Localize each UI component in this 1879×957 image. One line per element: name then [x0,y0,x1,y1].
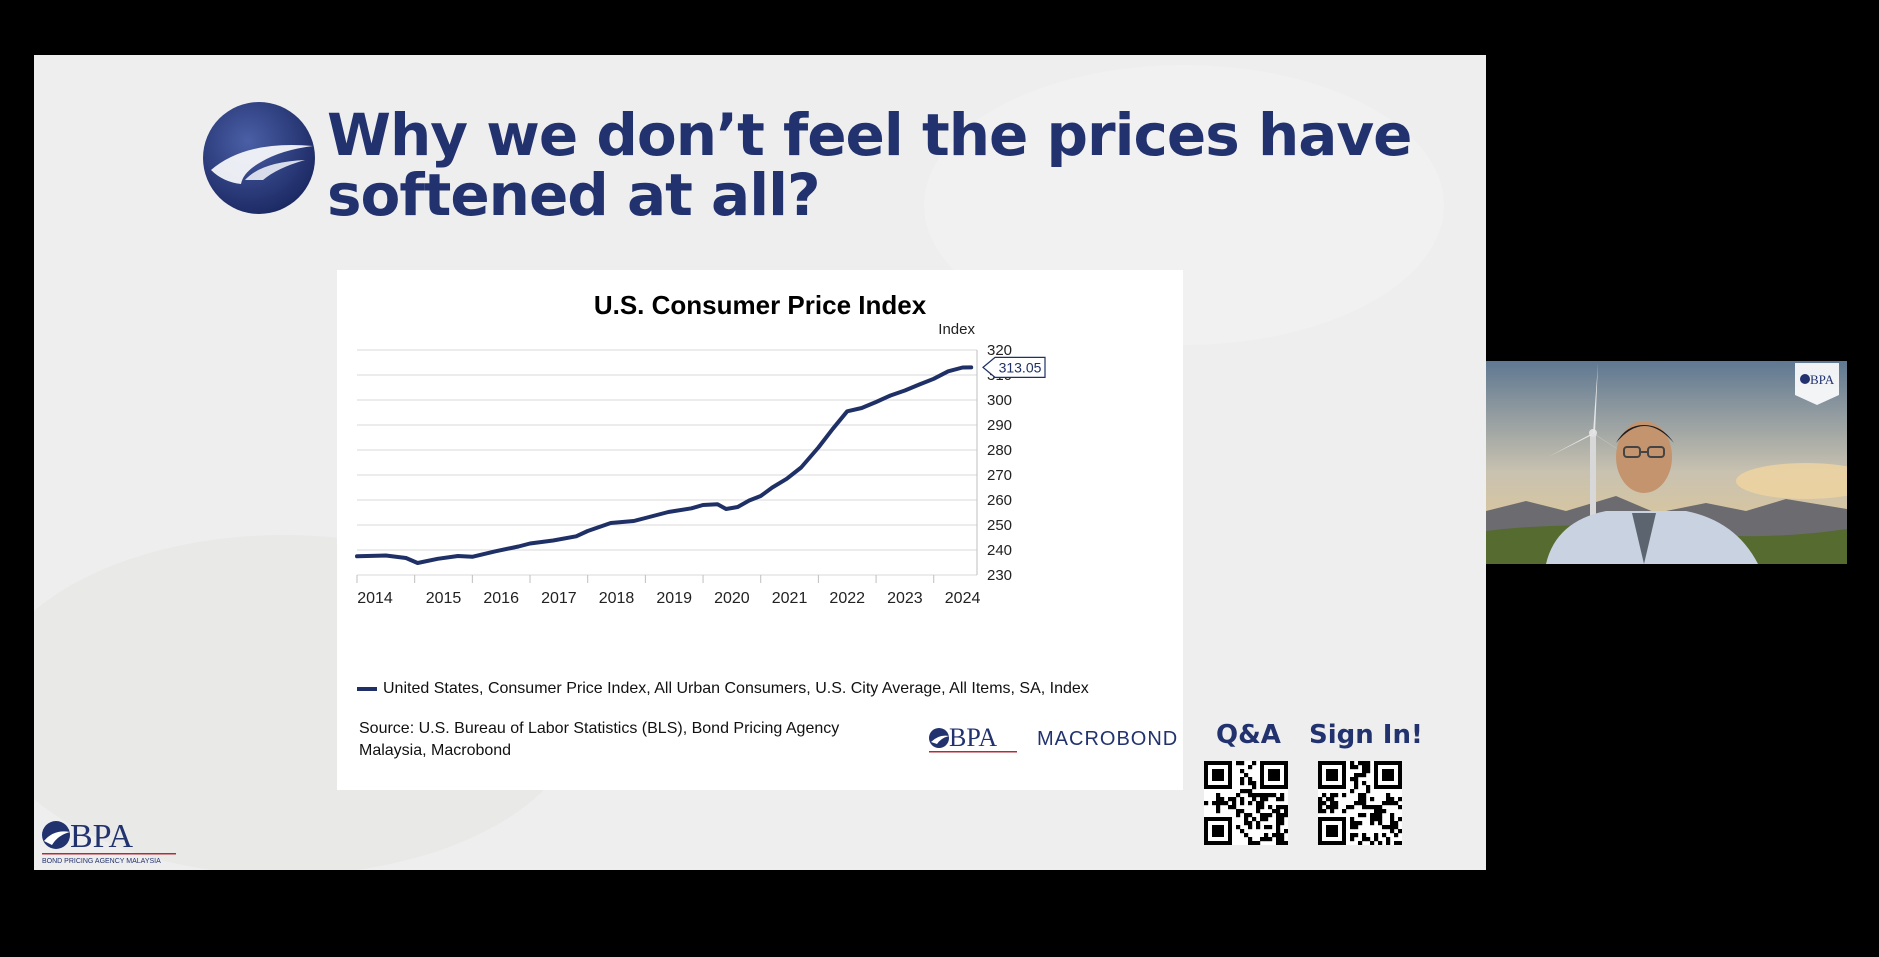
webcam-feed [1486,361,1847,564]
presentation-slide: Why we don’t feel the prices have soften… [34,55,1486,870]
x-tick-label: 2014 [357,590,393,607]
chart-title: U.S. Consumer Price Index [593,290,927,320]
bpa-footer-logo: BPA BOND PRICING AGENCY MALAYSIA [42,818,176,865]
legend-line-swatch [357,687,377,691]
last-value-callout [982,356,1046,378]
x-tick-label: 2016 [483,590,519,607]
y-tick-label: 250 [987,517,1012,534]
y-tick-label: 270 [987,467,1012,484]
x-tick-label: 2015 [426,590,462,607]
chart-source: Source: U.S. Bureau of Labor Statistics … [359,720,840,759]
x-tick-label: 2021 [772,590,808,607]
qa-qr-code[interactable] [1204,761,1288,845]
y-unit-label: Index [938,321,975,338]
y-tick-label: 300 [987,392,1012,409]
x-tick-label: 2022 [829,590,865,607]
y-tick-label: 320 [987,342,1012,359]
x-tick-label: 2017 [541,590,577,607]
x-tick-label: 2024 [945,590,981,607]
svg-text:BPA: BPA [949,723,997,752]
svg-text:BOND PRICING AGENCY MALAYSIA: BOND PRICING AGENCY MALAYSIA [42,858,161,865]
cpi-line-chart: 2302402502602702802903003103202014201520… [355,321,1046,607]
y-tick-label: 240 [987,542,1012,559]
svg-text:BPA: BPA [70,818,133,855]
legend-label: United States, Consumer Price Index, All… [383,680,1089,697]
x-tick-label: 2019 [656,590,692,607]
bpa-logo: BPA [929,723,1017,753]
slide-title: Why we don’t feel the prices have soften… [327,101,1413,229]
signin-qr-code[interactable] [1318,761,1402,845]
x-tick-label: 2018 [599,590,635,607]
svg-text:BPA: BPA [1810,372,1835,387]
cpi-series-line [355,365,974,565]
chart-legend: United States, Consumer Price Index, All… [357,680,1089,698]
chart-card: U.S. Consumer Price Index 230 240 250 260 27… [337,270,1183,790]
y-tick-label: 260 [987,492,1012,509]
y-tick-label: 230 [987,567,1012,584]
qa-label: Q&A [1216,720,1281,750]
y-tick-label: 280 [987,442,1012,459]
macrobond-logo: MACROBOND [1037,728,1179,750]
bpa-globe-logo [203,102,315,214]
bpa-watermark-badge: BPA [1795,363,1839,405]
signin-label: Sign In! [1309,720,1423,750]
speaker-webcam-video[interactable]: BPA [1486,361,1847,564]
x-tick-label: 2023 [887,590,923,607]
y-tick-label: 290 [987,417,1012,434]
last-value-label: 313.05 [999,359,1042,375]
x-tick-label: 2020 [714,590,750,607]
